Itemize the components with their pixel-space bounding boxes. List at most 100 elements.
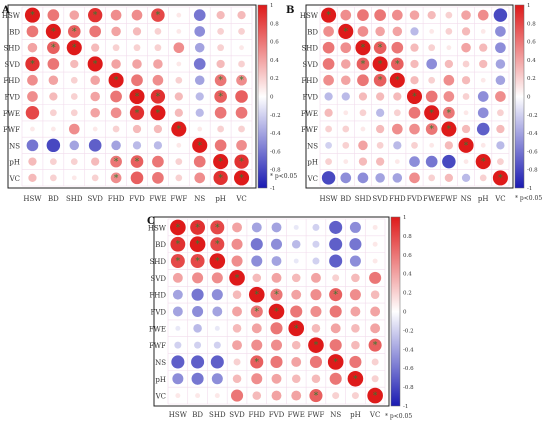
- correlation-circle: [444, 59, 453, 69]
- correlation-circle: [358, 140, 368, 151]
- significance-star: *: [72, 27, 77, 37]
- correlation-circle: [211, 272, 223, 284]
- correlation-circle: [495, 91, 506, 102]
- correlation-circle: [343, 110, 349, 116]
- row-label: FWF: [301, 126, 318, 134]
- significance-star: *: [314, 341, 319, 351]
- correlation-circle: [251, 222, 262, 233]
- significance-star: *: [235, 274, 240, 284]
- correlation-circle: [197, 126, 203, 132]
- colorbar-tick: -0.6: [527, 149, 538, 155]
- correlation-circle: [480, 77, 486, 83]
- correlation-circle: [173, 42, 185, 54]
- correlation-circle: [153, 124, 163, 134]
- correlation-circle: [376, 108, 385, 117]
- correlation-circle: [291, 357, 302, 367]
- correlation-circle: [110, 172, 122, 184]
- correlation-circle: [329, 372, 342, 385]
- significance-star: *: [255, 308, 260, 318]
- column-label: NS: [330, 411, 341, 419]
- correlation-circle: [497, 158, 504, 165]
- correlation-circle: [91, 174, 99, 182]
- correlation-circle: [194, 75, 205, 85]
- correlation-circle: [194, 42, 205, 53]
- significance-star: *: [395, 76, 400, 86]
- correlation-circle: [252, 391, 262, 400]
- correlation-circle: [497, 109, 504, 117]
- column-label: VC: [235, 195, 246, 203]
- row-label: FHD: [301, 77, 318, 85]
- colorbar-tick: 0: [527, 95, 531, 101]
- correlation-circle: [214, 393, 220, 399]
- row-label: NS: [9, 142, 20, 150]
- correlation-circle: [343, 159, 349, 164]
- correlation-circle: [376, 124, 385, 134]
- correlation-circle: [232, 306, 242, 317]
- correlation-circle: [67, 25, 81, 38]
- correlation-circle: [310, 289, 322, 301]
- correlation-circle: [213, 170, 228, 186]
- correlation-circle: [370, 323, 381, 334]
- correlation-circle: [290, 305, 303, 318]
- significance-star: *: [215, 257, 220, 267]
- colorbar-tick: 0: [270, 95, 274, 101]
- significance-star: *: [215, 240, 220, 250]
- column-label: FVD: [129, 195, 145, 203]
- column-label: SHD: [209, 411, 226, 419]
- correlation-circle: [271, 256, 282, 266]
- column-label: pH: [215, 195, 226, 203]
- correlation-circle: [216, 59, 225, 69]
- correlation-circle: [391, 57, 404, 71]
- correlation-circle: [210, 237, 225, 252]
- column-label: NS: [194, 195, 205, 203]
- significance-star: *: [239, 76, 244, 86]
- correlation-circle: [291, 289, 302, 300]
- correlation-circle: [49, 109, 57, 117]
- significance-star: *: [135, 158, 140, 168]
- significance-star: *: [30, 60, 35, 70]
- correlation-circle: [231, 238, 243, 250]
- correlation-circle: [445, 28, 453, 35]
- correlation-circle: [130, 171, 144, 185]
- correlation-circle: [191, 372, 204, 385]
- correlation-circle: [374, 9, 386, 21]
- correlation-circle: [325, 125, 332, 133]
- correlation-circle: [375, 173, 385, 183]
- row-label: FHD: [149, 292, 166, 300]
- correlation-circle: [330, 323, 341, 334]
- correlation-circle: [444, 173, 453, 182]
- correlation-circle: [357, 9, 369, 21]
- correlation-circle: [49, 174, 57, 182]
- significance-star: *: [255, 358, 260, 368]
- significance-star: *: [72, 44, 77, 54]
- correlation-circle: [357, 74, 369, 87]
- colorbar-tick: -1: [270, 186, 275, 192]
- correlation-circle: [194, 341, 202, 349]
- significance-star: *: [156, 109, 161, 119]
- correlation-circle: [70, 76, 78, 84]
- correlation-circle: [193, 155, 206, 168]
- column-label: FVD: [407, 195, 423, 203]
- correlation-circle: [293, 224, 299, 230]
- correlation-circle: [27, 91, 38, 102]
- significance-star: *: [218, 174, 223, 184]
- significance-star: *: [114, 76, 119, 86]
- correlation-circle: [150, 105, 166, 121]
- correlation-circle: [195, 393, 201, 399]
- row-label: SVD: [5, 61, 21, 69]
- correlation-circle: [133, 44, 141, 52]
- correlation-circle: [410, 76, 419, 85]
- correlation-circle: [426, 58, 438, 70]
- correlation-circle: [47, 58, 60, 70]
- row-label: FWF: [149, 342, 166, 350]
- correlation-circle: [211, 373, 223, 385]
- correlation-circle: [291, 390, 302, 401]
- correlation-circle: [461, 27, 471, 36]
- correlation-circle: [69, 10, 80, 20]
- correlation-circle: [132, 124, 142, 134]
- correlation-circle: [170, 254, 185, 269]
- correlation-circle: [232, 324, 242, 333]
- significance-star: *: [447, 109, 452, 119]
- correlation-circle: [176, 61, 182, 67]
- correlation-circle: [270, 288, 283, 301]
